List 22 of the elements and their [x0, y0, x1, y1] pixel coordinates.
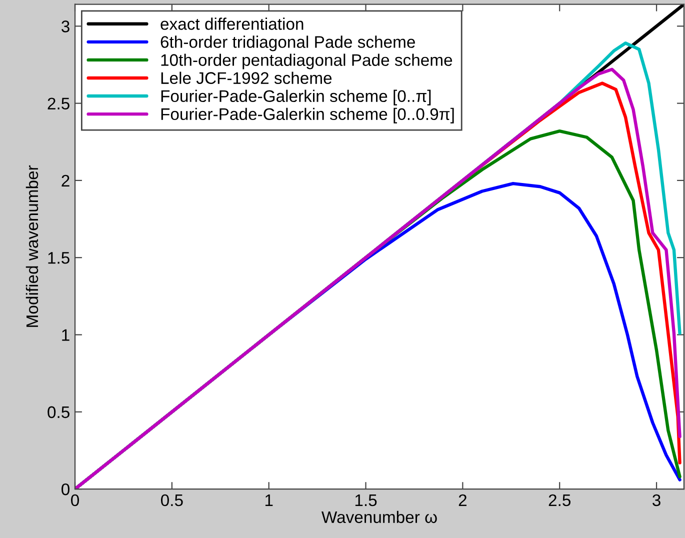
x-tick-label: 1	[265, 494, 273, 506]
x-tick-label: 0.5	[160, 494, 183, 506]
x-axis-title: Wavenumber ω	[322, 510, 437, 524]
y-tick-label: 2	[62, 174, 70, 186]
y-tick-label: 0.5	[48, 406, 70, 418]
legend-label: 10th-order pentadiagonal Pade scheme	[161, 54, 452, 70]
x-tick-label: 0	[71, 494, 79, 506]
y-tick-label: 3	[62, 20, 70, 32]
x-tick-label: 2.5	[548, 494, 570, 506]
legend-label: 6th-order tridiagonal Pade scheme	[160, 36, 415, 52]
legend-label: Fourier-Pade-Galerkin scheme [0..π]	[161, 90, 431, 106]
y-axis-title: Modified wavenumber	[26, 165, 38, 327]
y-tick-label: 0	[62, 483, 70, 496]
legend-label: Fourier-Pade-Galerkin scheme [0..0.9π]	[161, 108, 454, 124]
legend-label: exact differentiation	[160, 18, 304, 30]
x-tick-label: 1.5	[355, 494, 377, 506]
x-tick-label: 2	[458, 494, 466, 506]
y-tick-label: 2.5	[48, 98, 70, 110]
x-tick-label: 3	[652, 494, 660, 506]
legend-label: Lele JCF-1992 scheme	[161, 72, 332, 84]
y-tick-label: 1.5	[48, 252, 70, 264]
y-tick-label: 1	[62, 329, 70, 341]
